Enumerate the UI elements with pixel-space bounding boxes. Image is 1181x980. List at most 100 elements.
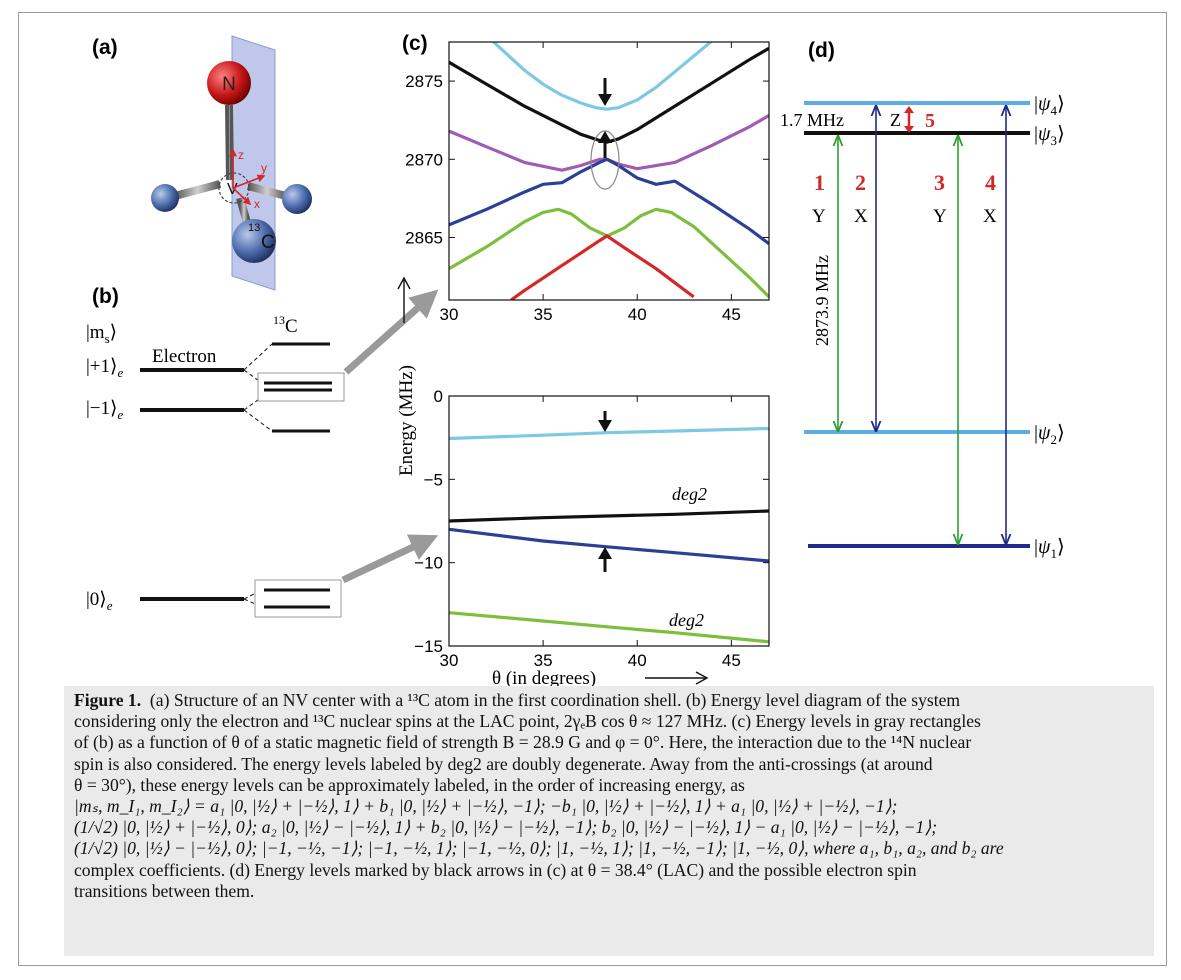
series-line-2 bbox=[449, 509, 769, 523]
panel-a: (a) N 13 C V z y x bbox=[92, 35, 312, 291]
z-arrow-head-down bbox=[904, 126, 914, 133]
x-tick-label: 30 bbox=[440, 651, 459, 670]
psi3-label: |ψ3⟩ bbox=[1034, 123, 1065, 148]
caption-line: complex coefficients. (d) Energy levels … bbox=[74, 859, 917, 880]
nitrogen-atom bbox=[207, 61, 251, 105]
series-line-4 bbox=[449, 157, 769, 245]
panel-c: (c) Energy (MHz) θ (in degrees) 30 35 40 45… bbox=[396, 32, 770, 689]
panel-d: (d) |ψ4⟩ |ψ3⟩ |ψ2⟩ |ψ1⟩ 1.7 MHz Z 5 1 2 … bbox=[780, 39, 1065, 561]
y-axis-arrow bbox=[232, 174, 266, 189]
state-plus1-label: |+1⟩e bbox=[86, 356, 123, 380]
bond-c-left bbox=[173, 180, 222, 200]
caption-line: |mₛ, m_I₁, m_I₂⟩ = a₁ |0, |½⟩ + |−½⟩, 1⟩… bbox=[74, 796, 898, 817]
caption-line: (1/√2) |0, |½⟩ + |−½⟩, 0⟩; a₂ |0, |½⟩ − … bbox=[74, 817, 938, 838]
transition-2-number: 2 bbox=[855, 170, 866, 195]
energy-axis-arrow-head bbox=[397, 276, 411, 290]
carbon-13-label: C bbox=[261, 232, 275, 253]
caption-line: (1/√2) |0, |½⟩ − |−½⟩, 0⟩; |−1, −½, −1⟩;… bbox=[74, 838, 1004, 859]
plot-area bbox=[449, 42, 769, 300]
gray-zoom-arrow-lower bbox=[341, 534, 439, 584]
split-line bbox=[243, 343, 273, 371]
y-tick-label: −15 bbox=[414, 637, 443, 656]
vacancy-label: V bbox=[227, 181, 238, 198]
split-line bbox=[243, 409, 273, 432]
vacancy-circle bbox=[218, 172, 250, 204]
panel-d-label: (d) bbox=[808, 39, 835, 62]
transition-2-axis: X bbox=[854, 206, 868, 227]
panel-c-label: (c) bbox=[402, 32, 428, 55]
gray-rectangle-upper bbox=[257, 372, 345, 402]
x-axis-title: θ (in degrees) bbox=[492, 668, 596, 689]
x-tick-label: 45 bbox=[722, 651, 741, 670]
z-label: Z bbox=[890, 110, 901, 130]
x-tick-label: 40 bbox=[628, 305, 647, 324]
chart-top: 30 35 40 45 2865 2870 2875 bbox=[405, 41, 770, 324]
x-axis-arrow bbox=[232, 187, 252, 206]
y-tick-label: 2875 bbox=[405, 72, 443, 91]
y-tick-label: 0 bbox=[434, 387, 443, 406]
psi2-label: |ψ2⟩ bbox=[1034, 422, 1065, 447]
marker-arrow-up-bottom-head bbox=[598, 547, 612, 559]
caption-figure-label: Figure 1. bbox=[74, 690, 142, 710]
ms-label: |ms⟩ bbox=[86, 322, 117, 346]
big-gap-label: 2873.9 MHz bbox=[812, 255, 832, 346]
marker-arrow-down-bottom-head bbox=[598, 420, 612, 432]
transition-4-axis: X bbox=[983, 206, 997, 227]
panel-b: (b) |ms⟩ 13C Electron |+1⟩e |−1⟩e |0⟩e bbox=[86, 285, 439, 618]
gray-rectangle-lower bbox=[254, 579, 342, 618]
chart-bottom: 30 35 40 45 0 −5 −10 −15 bbox=[414, 387, 770, 670]
carbon-13-atom bbox=[232, 219, 276, 263]
z-arrow-head-up bbox=[904, 106, 914, 113]
panel-b-label: (b) bbox=[92, 285, 119, 308]
split-line bbox=[243, 396, 263, 411]
plot-frame bbox=[448, 395, 770, 647]
electron-label: Electron bbox=[152, 346, 217, 367]
series-line-6 bbox=[510, 234, 695, 300]
x-tick-label: 30 bbox=[440, 305, 459, 324]
series-line-4 bbox=[449, 611, 769, 644]
caption-line: of (b) as a function of θ of a static ma… bbox=[74, 732, 972, 753]
bond-n-v bbox=[225, 104, 234, 181]
split-line bbox=[243, 369, 263, 384]
caption-line: transitions between them. bbox=[74, 880, 255, 901]
carbon-13-superscript: 13 bbox=[248, 222, 260, 234]
z-axis-label: z bbox=[238, 148, 244, 162]
marker-arrow-up-top-head bbox=[598, 131, 612, 143]
caption-line: (a) Structure of an NV center with a ¹³C… bbox=[149, 690, 961, 710]
nitrogen-label: N bbox=[222, 74, 236, 95]
bond-c-right bbox=[246, 182, 288, 200]
y-axis-label: y bbox=[261, 161, 267, 175]
caption-line: spin is also considered. The energy leve… bbox=[74, 753, 933, 774]
carbon-atom-right bbox=[282, 184, 312, 214]
y-tick-label: −10 bbox=[414, 554, 443, 573]
x-tick-label: 35 bbox=[534, 305, 553, 324]
psi1-label: |ψ1⟩ bbox=[1034, 536, 1065, 561]
transition-3-axis: Y bbox=[933, 206, 947, 227]
carbon-atom-left bbox=[151, 184, 179, 212]
x-axis-label: x bbox=[254, 197, 260, 211]
x-tick-label: 35 bbox=[534, 651, 553, 670]
y-tick-label: 2865 bbox=[405, 228, 443, 247]
transition-1-number: 1 bbox=[814, 170, 825, 195]
deg2-label-upper: deg2 bbox=[672, 484, 707, 504]
deg2-label-lower: deg2 bbox=[669, 610, 704, 630]
marker-arrow-down-top-head bbox=[598, 94, 612, 106]
series-group bbox=[449, 426, 769, 644]
transition-4-number: 4 bbox=[985, 170, 996, 195]
panel-a-label: (a) bbox=[92, 36, 118, 59]
figure-canvas: (a) N 13 C V z y x (b) |ms⟩ 13C Electron… bbox=[86, 32, 1065, 689]
series-line-1 bbox=[449, 426, 769, 441]
y-tick-label: 2870 bbox=[405, 150, 443, 169]
series-line-3 bbox=[449, 527, 769, 563]
plot-frame bbox=[448, 41, 770, 301]
caption-line: θ = 30°), these energy levels can be app… bbox=[74, 774, 745, 795]
gray-zoom-arrow-upper bbox=[343, 289, 439, 375]
transition-3-number: 3 bbox=[934, 170, 945, 195]
c13-column-label: 13C bbox=[273, 313, 298, 337]
y-tick-label: −5 bbox=[424, 470, 443, 489]
split-label: 1.7 MHz bbox=[780, 110, 844, 130]
figure-caption: Figure 1. (a) Structure of an NV center … bbox=[64, 686, 1154, 956]
transition-1-axis: Y bbox=[812, 206, 826, 227]
series-line-1 bbox=[491, 42, 714, 111]
caption-line: considering only the electron and ¹³C nu… bbox=[74, 711, 981, 732]
